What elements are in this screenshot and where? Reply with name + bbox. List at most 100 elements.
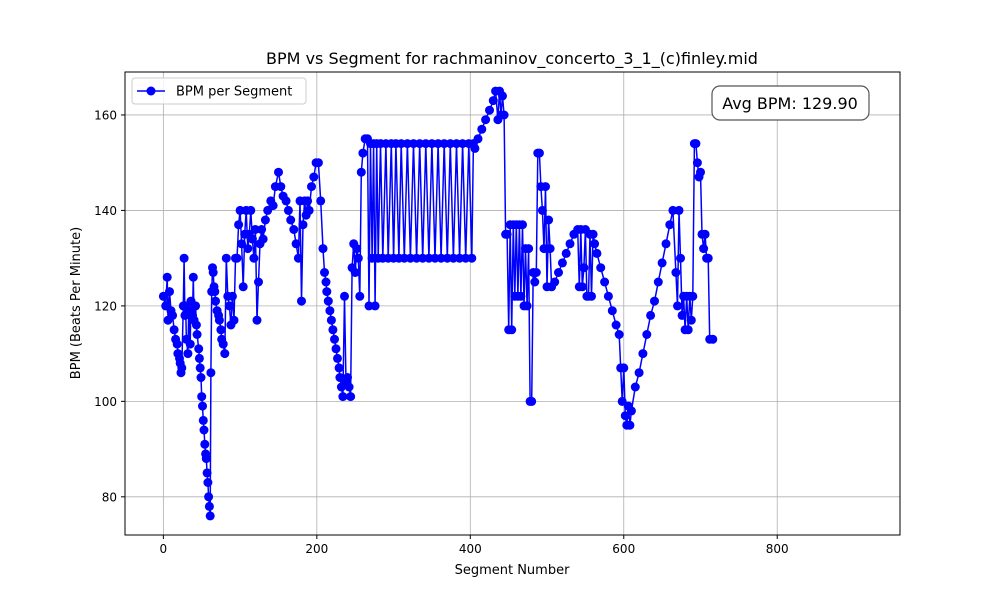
data-point xyxy=(177,363,187,373)
data-point xyxy=(165,287,174,297)
data-point xyxy=(330,334,339,344)
data-point xyxy=(579,263,589,273)
data-point xyxy=(229,315,239,325)
data-point xyxy=(518,220,527,230)
x-axis-label: Segment Number xyxy=(455,563,571,578)
data-point xyxy=(218,339,228,349)
data-point xyxy=(537,205,547,215)
data-point xyxy=(502,229,512,239)
legend-label: BPM per Segment xyxy=(176,85,292,100)
data-point xyxy=(418,253,428,263)
data-point xyxy=(197,392,207,402)
data-point xyxy=(665,220,675,230)
plot-frame xyxy=(124,71,901,536)
data-point xyxy=(276,182,286,192)
data-point xyxy=(343,373,352,382)
data-point xyxy=(326,315,336,325)
data-point xyxy=(237,239,247,249)
data-point xyxy=(204,501,214,511)
data-point xyxy=(524,244,534,254)
data-point xyxy=(304,205,314,215)
data-point xyxy=(541,182,550,192)
data-point xyxy=(194,344,204,354)
data-point xyxy=(522,301,532,311)
data-point xyxy=(286,215,296,225)
data-point xyxy=(214,315,224,325)
data-point xyxy=(158,291,168,301)
data-point xyxy=(331,344,341,354)
data-point xyxy=(297,296,306,306)
data-point xyxy=(289,225,299,234)
y-tick-label: 80 xyxy=(102,490,117,504)
data-point xyxy=(467,253,477,263)
data-point xyxy=(677,310,687,320)
data-point xyxy=(313,158,323,168)
data-point xyxy=(321,277,331,287)
data-point xyxy=(201,454,211,464)
data-point xyxy=(470,143,480,153)
data-point xyxy=(318,244,328,254)
data-point xyxy=(405,253,415,263)
data-point xyxy=(530,277,540,287)
data-point xyxy=(344,382,354,392)
data-point xyxy=(625,420,635,430)
data-point xyxy=(692,158,702,168)
data-point xyxy=(328,325,338,335)
data-point xyxy=(614,330,624,339)
data-point xyxy=(202,468,212,478)
data-point xyxy=(661,239,671,249)
data-point xyxy=(485,105,494,115)
data-point xyxy=(620,411,630,421)
data-point xyxy=(671,268,681,277)
data-point xyxy=(188,272,198,282)
data-point xyxy=(527,396,537,406)
data-point xyxy=(708,334,718,344)
data-point xyxy=(268,201,278,211)
data-point xyxy=(238,282,248,292)
data-point xyxy=(561,248,571,258)
data-point xyxy=(234,220,244,230)
data-point xyxy=(350,268,360,277)
data-point xyxy=(211,296,220,306)
data-point xyxy=(557,258,567,268)
y-tick-label: 140 xyxy=(94,204,117,218)
data-point xyxy=(204,492,214,502)
data-point xyxy=(370,301,380,311)
data-point xyxy=(507,325,517,335)
data-point xyxy=(227,291,237,301)
data-point xyxy=(646,310,656,320)
data-point xyxy=(531,268,541,277)
avg-bpm-annotation: Avg BPM: 129.90 xyxy=(711,85,870,121)
data-point xyxy=(699,244,709,254)
data-point xyxy=(258,234,268,244)
legend-box xyxy=(131,77,307,105)
data-point xyxy=(252,315,262,325)
data-point xyxy=(688,291,698,301)
data-point xyxy=(700,229,710,239)
series-line xyxy=(162,90,713,517)
data-point xyxy=(427,139,437,149)
y-tick-label: 120 xyxy=(94,299,117,313)
legend-marker xyxy=(146,86,156,96)
data-point xyxy=(409,139,418,149)
data-point xyxy=(198,401,207,411)
data-point xyxy=(162,272,172,282)
data-point xyxy=(298,220,308,230)
data-point xyxy=(626,406,636,416)
data-point xyxy=(208,268,218,277)
x-tick-label: 600 xyxy=(612,542,635,556)
annotation-text: Avg BPM: 129.90 xyxy=(722,94,858,113)
data-point xyxy=(356,167,366,177)
data-point xyxy=(179,253,189,263)
data-point xyxy=(323,296,333,306)
data-point xyxy=(340,291,349,301)
data-point xyxy=(448,253,458,263)
data-point xyxy=(205,511,215,521)
data-point xyxy=(243,244,253,254)
data-point xyxy=(168,310,178,320)
data-point xyxy=(169,325,179,335)
x-tick-label: 800 xyxy=(766,542,789,556)
data-point xyxy=(607,306,617,316)
data-point xyxy=(634,368,644,378)
